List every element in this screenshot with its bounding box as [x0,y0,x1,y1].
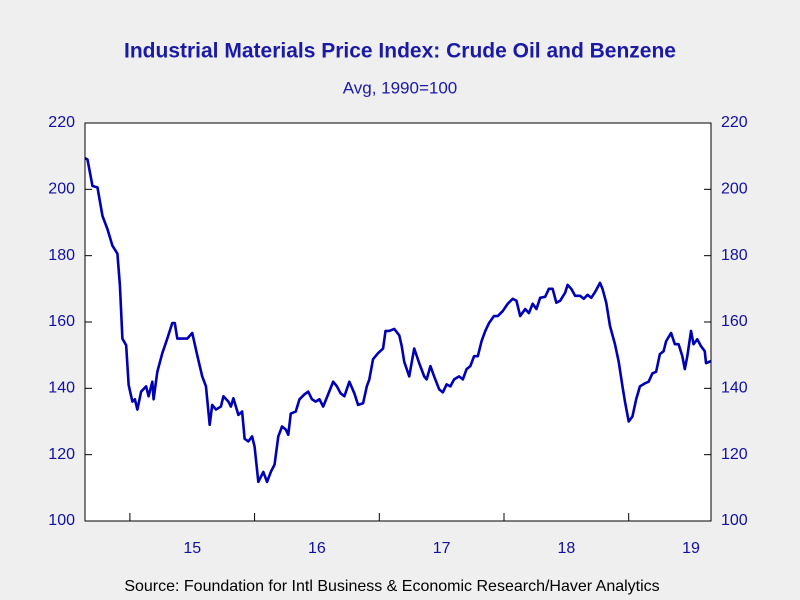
x-tick-label: 15 [183,540,201,557]
plot-border [84,122,712,522]
y-tick-label: 120 [48,446,75,463]
y-tick-label: 140 [48,380,75,397]
y2-tick-label: 120 [721,446,748,463]
x-tick-label: 19 [682,540,700,557]
y-tick-label: 220 [48,114,75,131]
y2-tick-label: 180 [721,247,748,264]
chart-title: Industrial Materials Price Index: Crude … [124,40,676,63]
y2-tick-label: 200 [721,181,748,198]
plot-area [85,123,711,521]
y2-tick-label: 220 [721,114,748,131]
x-tick-label: 16 [308,540,326,557]
source-note: Source: Foundation for Intl Business & E… [124,578,659,595]
x-tick-label: 18 [557,540,575,557]
y2-tick-label: 100 [721,512,748,529]
y2-tick-label: 140 [721,380,748,397]
data-line [84,157,712,484]
y-tick-label: 200 [48,181,75,198]
y-tick-label: 160 [48,313,75,330]
chart-subtitle: Avg, 1990=100 [343,78,458,97]
y-tick-label: 180 [48,247,75,264]
y-tick-label: 100 [48,512,75,529]
x-tick-label: 17 [433,540,451,557]
y2-tick-label: 160 [721,313,748,330]
